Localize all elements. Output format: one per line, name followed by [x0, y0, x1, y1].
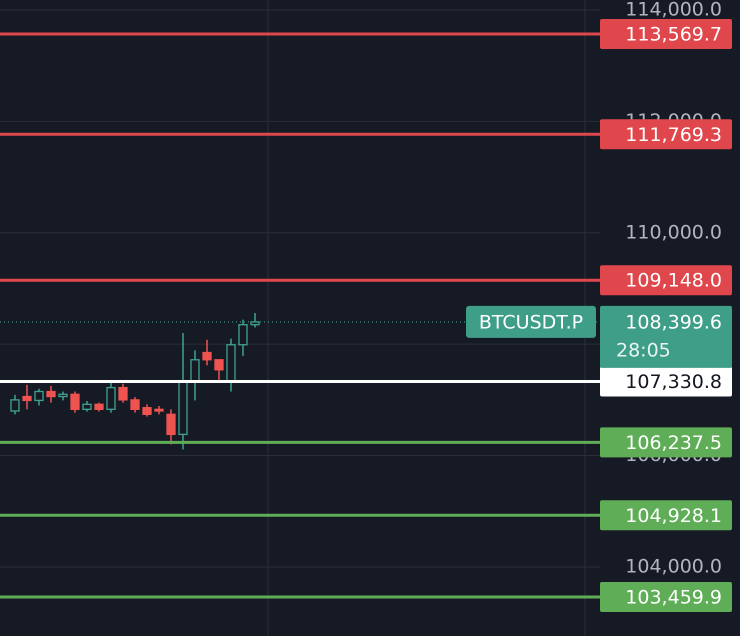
candle-body — [70, 393, 80, 410]
y-tick-label: 110,000.0 — [625, 221, 722, 243]
last-price-box — [600, 305, 732, 368]
last-price-label: 108,399.6 — [625, 311, 722, 333]
candle-body — [142, 407, 152, 415]
symbol-label: BTCUSDT.P — [479, 311, 583, 333]
level-label-box — [600, 18, 732, 49]
candle-body — [94, 403, 104, 410]
candle-body — [22, 395, 32, 402]
candle-body — [238, 324, 248, 346]
candle-body — [82, 403, 92, 410]
level-label-box — [600, 366, 732, 397]
candle-body — [190, 359, 200, 383]
candle-body — [58, 393, 68, 398]
level-label: 109,148.0 — [625, 270, 722, 292]
candle-body — [202, 351, 212, 361]
y-tick-label: 114,000.0 — [625, 0, 722, 21]
symbol-box — [466, 305, 596, 338]
level-label-box — [600, 500, 732, 531]
level-label-box — [600, 119, 732, 150]
countdown-label: 28:05 — [616, 339, 671, 361]
candle-body — [154, 408, 164, 412]
candle-body — [34, 390, 44, 402]
candle-body — [106, 386, 116, 410]
candle-body — [178, 380, 188, 436]
candle-body — [214, 359, 224, 371]
candle-body — [118, 386, 128, 401]
candle-body — [166, 413, 176, 436]
level-label: 113,569.7 — [625, 23, 722, 45]
candle-body — [250, 321, 260, 326]
candle-body — [130, 399, 140, 410]
candle-body — [10, 399, 20, 412]
level-label: 104,928.1 — [625, 505, 722, 527]
level-label: 107,330.8 — [625, 371, 722, 393]
level-label: 106,237.5 — [625, 432, 722, 454]
y-tick-label: 104,000.0 — [625, 555, 722, 577]
level-label-box — [600, 582, 732, 613]
level-label: 111,769.3 — [625, 124, 722, 146]
level-label-box — [600, 427, 732, 458]
level-label: 103,459.9 — [625, 587, 722, 609]
candle-body — [46, 390, 56, 398]
candle-body — [226, 344, 236, 383]
level-label-box — [600, 265, 732, 296]
